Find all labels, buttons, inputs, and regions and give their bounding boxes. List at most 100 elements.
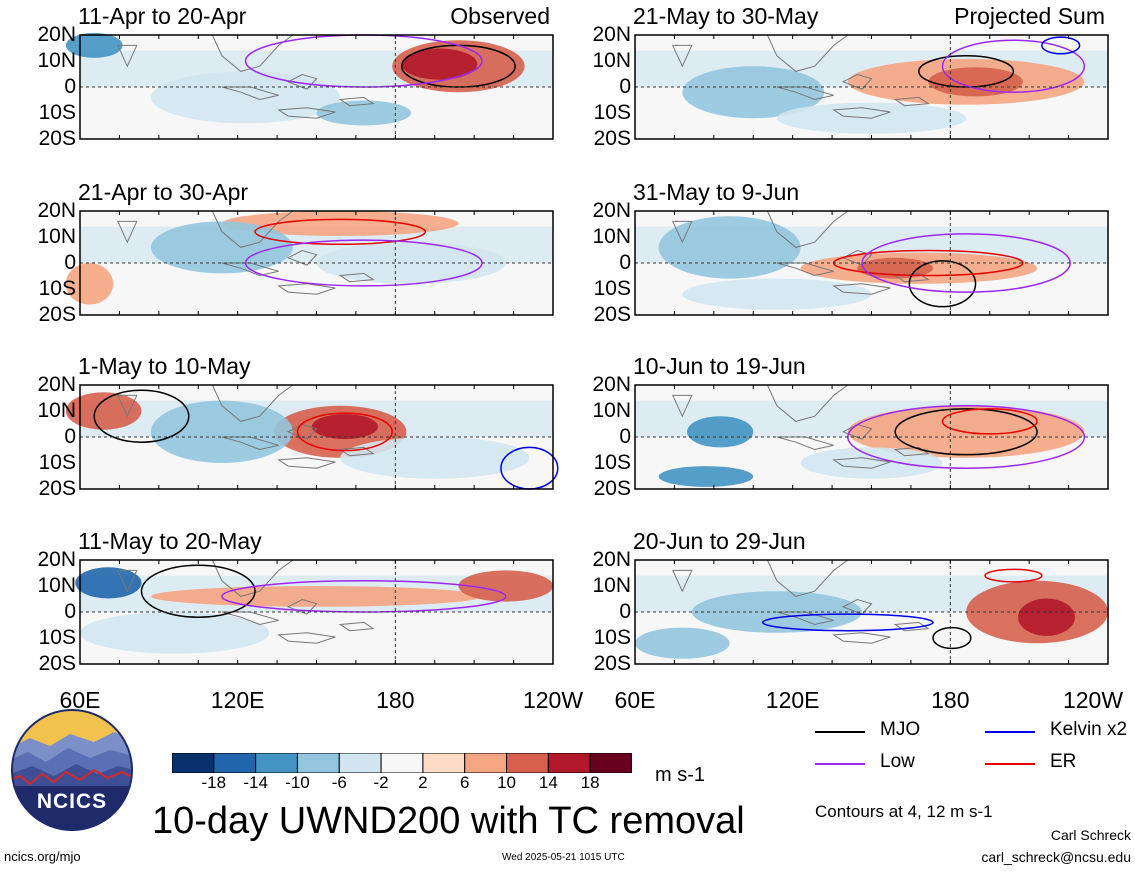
anomaly-shading: [311, 414, 378, 440]
coastline: [672, 394, 693, 418]
anomaly-shading: [401, 48, 478, 80]
wave-contour: [861, 233, 1071, 293]
coastline: [893, 272, 930, 283]
wave-contour: [941, 39, 1086, 93]
timestamp: Wed 2025-05-21 1015 UTC: [502, 852, 625, 863]
anomaly-shading: [458, 570, 553, 602]
coastline: [277, 283, 336, 295]
colorbar-swatch: [255, 753, 298, 773]
legend-label: ER: [1050, 751, 1077, 772]
colorbar-tick-label: -10: [285, 773, 310, 792]
wave-contour: [941, 408, 1038, 435]
panel-title: 10-Jun to 19-Jun: [633, 353, 806, 379]
ncics-logo: NCICS: [10, 708, 134, 832]
panel-4: [75, 559, 554, 665]
panel-title: 31-May to 9-Jun: [633, 179, 800, 205]
panel-3: [65, 384, 559, 490]
wave-contour: [254, 218, 427, 246]
panel-title: 11-Apr to 20-Apr: [78, 3, 247, 29]
colorbar-swatch: [506, 753, 549, 773]
y-tick-label: 20N: [37, 199, 76, 222]
x-tick-label: 180: [376, 687, 415, 713]
coastline: [338, 621, 375, 632]
coastline: [117, 220, 138, 244]
anomaly-shading: [65, 263, 114, 305]
colorbar-swatch: [338, 753, 382, 773]
anomaly-shading: [65, 392, 142, 430]
coastline: [832, 107, 891, 119]
colorbar-tick-label: -14: [243, 773, 268, 792]
panel-title: 11-May to 20-May: [78, 528, 262, 554]
y-tick-label: 20N: [37, 373, 76, 396]
logo-graphic: [11, 709, 133, 831]
coastline: [117, 569, 138, 593]
wave-contour: [984, 568, 1043, 583]
y-tick-label: 0: [64, 251, 76, 274]
coastline: [277, 107, 336, 119]
coastline: [841, 423, 873, 440]
coastline: [286, 73, 318, 90]
y-tick-label: 10N: [592, 574, 631, 597]
colorbar-swatch: [589, 753, 632, 773]
y-tick-label: 10N: [37, 399, 76, 422]
panel-title: 21-Apr to 30-Apr: [78, 179, 249, 205]
y-tick-label: 0: [619, 75, 631, 98]
x-tick-label: 120W: [522, 687, 584, 713]
y-tick-label: 20N: [592, 548, 631, 571]
y-tick-label: 20S: [593, 127, 631, 150]
legend-swatch: [985, 763, 1035, 765]
y-tick-label: 10S: [38, 101, 76, 124]
x-tick-label: 60E: [59, 687, 101, 713]
coastline: [776, 86, 834, 101]
anomaly-shading: [658, 466, 754, 487]
coastline: [893, 446, 930, 457]
y-tick-label: 10S: [593, 277, 631, 300]
y-tick-label: 20S: [38, 652, 76, 675]
coastline: [338, 446, 375, 457]
site-link[interactable]: ncics.org/mjo: [4, 849, 81, 864]
x-tick-label: 120E: [765, 687, 820, 713]
colorbar-swatch: [422, 753, 466, 773]
anomaly-shading: [340, 437, 530, 479]
y-tick-label: 10S: [38, 626, 76, 649]
x-tick-label: 120E: [210, 687, 265, 713]
y-tick-label: 10N: [37, 49, 76, 72]
coastline: [776, 436, 834, 451]
y-tick-label: 20N: [37, 23, 76, 46]
x-tick-label: 120W: [1062, 687, 1124, 713]
coastline: [672, 569, 693, 593]
x-tick-label: 60E: [614, 687, 656, 713]
colorbar-tick-label: 6: [459, 773, 470, 792]
panel-8: [634, 559, 1109, 665]
contour-note: Contours at 4, 12 m s-1: [815, 802, 993, 821]
anomaly-shading: [800, 447, 943, 479]
plot-canvas: [65, 32, 1109, 665]
anomaly-shading: [316, 100, 412, 126]
anomaly-shading: [928, 67, 1023, 97]
wave-contour: [93, 389, 190, 443]
colorbar: [172, 753, 632, 773]
legend-swatch: [815, 731, 865, 733]
coastline: [117, 44, 138, 68]
colorbar-tick-label: 10: [497, 773, 516, 792]
coastline: [841, 249, 873, 266]
panel-title: 21-May to 30-May: [633, 3, 819, 29]
coastline: [832, 632, 891, 644]
logo-text: NCICS: [36, 790, 108, 813]
colorbar-swatch: [464, 753, 508, 773]
y-tick-label: 10S: [593, 101, 631, 124]
y-tick-label: 10S: [593, 451, 631, 474]
coastline: [117, 394, 138, 418]
main-title: 10-day UWND200 with TC removal: [152, 800, 745, 842]
coastline: [286, 249, 318, 266]
coastline: [841, 598, 873, 615]
wave-contour: [296, 412, 393, 452]
y-tick-label: 20S: [593, 303, 631, 326]
colorbar-swatch: [296, 753, 340, 773]
anomaly-shading: [687, 416, 754, 448]
y-tick-label: 0: [64, 600, 76, 623]
y-tick-label: 20S: [593, 652, 631, 675]
y-tick-label: 10N: [37, 574, 76, 597]
units-label: m s-1: [655, 764, 705, 786]
y-tick-label: 20N: [592, 199, 631, 222]
